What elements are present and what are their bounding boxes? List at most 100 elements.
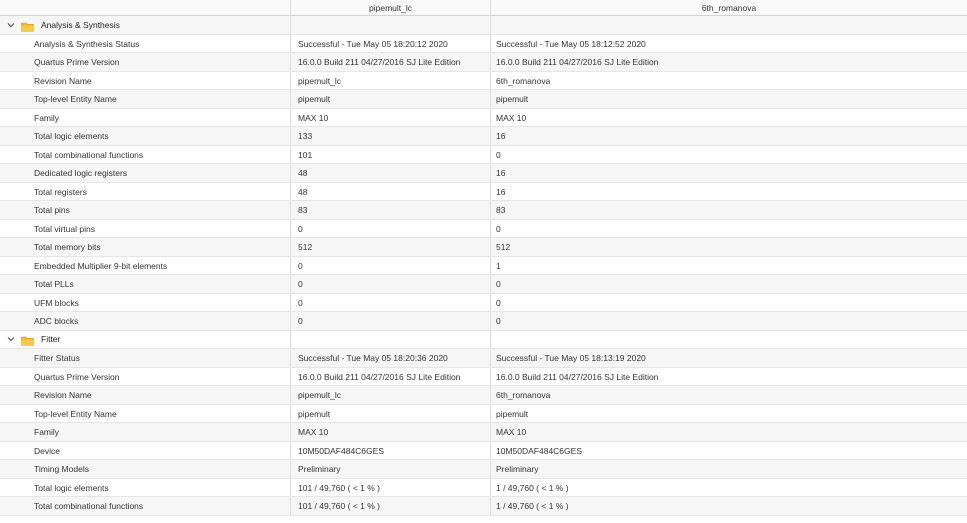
row-value-pipemult-lc: 0 bbox=[291, 293, 491, 311]
row-value-pipemult-lc: Successful - Tue May 05 18:20:36 2020 bbox=[291, 349, 491, 367]
table-row[interactable]: Analysis & Synthesis Status Successful - … bbox=[0, 34, 967, 53]
row-label: Total combinational functions bbox=[0, 497, 291, 515]
row-value-pipemult-lc: pipemult_lc bbox=[291, 386, 491, 404]
row-value-6th-romanova: Successful - Tue May 05 18:13:19 2020 bbox=[496, 353, 646, 363]
group-label-cell[interactable]: Analysis & Synthesis bbox=[0, 16, 291, 34]
table-row[interactable]: Top-level Entity Name pipemult pipemult bbox=[0, 404, 967, 423]
table-row[interactable]: Quartus Prime Version 16.0.0 Build 211 04… bbox=[0, 367, 967, 386]
row-value-6th-romanova: 0 bbox=[496, 279, 501, 289]
table-row[interactable]: Quartus Prime Version 16.0.0 Build 211 04… bbox=[0, 53, 967, 72]
row-value-6th-romanova: MAX 10 bbox=[496, 112, 527, 123]
row-value-pipemult-lc: pipemult bbox=[291, 404, 491, 422]
table-row[interactable]: Total pins 83 83 bbox=[0, 201, 967, 220]
table-row[interactable]: Embedded Multiplier 9-bit elements 0 1 bbox=[0, 256, 967, 275]
row-label: Total memory bits bbox=[0, 238, 291, 256]
row-value-pipemult-lc: pipemult_lc bbox=[291, 71, 491, 89]
group-row-fitter[interactable]: Fitter bbox=[0, 330, 967, 349]
column-header-6th-romanova[interactable]: 6th_romanova bbox=[701, 3, 757, 13]
row-label: Dedicated logic registers bbox=[0, 164, 291, 182]
row-label: Total logic elements bbox=[0, 478, 291, 496]
row-label: Total combinational functions bbox=[0, 145, 291, 163]
row-value-6th-romanova: Successful - Tue May 05 18:12:52 2020 bbox=[496, 38, 646, 49]
row-value-pipemult-lc: 16.0.0 Build 211 04/27/2016 SJ Lite Edit… bbox=[291, 53, 491, 71]
group-label: Fitter bbox=[41, 334, 61, 344]
row-value-pipemult-lc: MAX 10 bbox=[291, 108, 491, 126]
row-value-pipemult-lc: 0 bbox=[291, 275, 491, 293]
row-value-pipemult-lc: 0 bbox=[291, 256, 491, 274]
group-row-analysis-synthesis[interactable]: Analysis & Synthesis bbox=[0, 16, 967, 35]
row-value-pipemult-lc: Preliminary bbox=[291, 460, 491, 478]
table-row[interactable]: Family MAX 10 MAX 10 bbox=[0, 108, 967, 127]
row-value-6th-romanova: MAX 10 bbox=[496, 427, 527, 437]
row-value-6th-romanova: 0 bbox=[496, 316, 501, 326]
header-cell-empty[interactable] bbox=[0, 0, 291, 15]
column-header-pipemult-lc[interactable]: pipemult_lc bbox=[291, 0, 491, 15]
table-row[interactable]: Device 10M50DAF484C6GES 10M50DAF484C6GES bbox=[0, 441, 967, 460]
table-row[interactable]: Dedicated logic registers 48 16 bbox=[0, 164, 967, 183]
table-row[interactable]: Timing Models Preliminary Preliminary bbox=[0, 460, 967, 479]
row-value-pipemult-lc: 48 bbox=[291, 164, 491, 182]
table-row[interactable]: Total memory bits 512 512 bbox=[0, 238, 967, 257]
row-value-pipemult-lc: 10M50DAF484C6GES bbox=[291, 441, 491, 459]
row-label: Family bbox=[0, 423, 291, 441]
row-value-pipemult-lc: pipemult bbox=[291, 90, 491, 108]
row-label: Total registers bbox=[0, 182, 291, 200]
group-label: Analysis & Synthesis bbox=[41, 19, 120, 30]
group-cell-pipemult-lc bbox=[291, 16, 491, 34]
row-value-6th-romanova: 6th_romanova bbox=[496, 75, 551, 86]
table-row[interactable]: Revision Name pipemult_lc 6th_romanova bbox=[0, 71, 967, 90]
table-row[interactable]: ADC blocks 0 0 bbox=[0, 312, 967, 331]
table-row[interactable]: Total virtual pins 0 0 bbox=[0, 219, 967, 238]
row-label: Family bbox=[0, 108, 291, 126]
row-value-6th-romanova: 6th_romanova bbox=[496, 390, 551, 400]
row-value-6th-romanova: 1 / 49,760 ( < 1 % ) bbox=[496, 501, 569, 511]
row-value-6th-romanova: 0 bbox=[496, 223, 501, 234]
group-label-cell[interactable]: Fitter bbox=[0, 330, 291, 348]
chevron-down-icon[interactable] bbox=[6, 334, 16, 344]
table-row[interactable]: Total logic elements 133 16 bbox=[0, 127, 967, 146]
row-value-6th-romanova: pipemult bbox=[496, 408, 529, 419]
row-value-6th-romanova: 0 bbox=[496, 297, 501, 308]
table-row[interactable]: Total PLLs 0 0 bbox=[0, 275, 967, 294]
table-row[interactable]: Top-level Entity Name pipemult pipemult bbox=[0, 90, 967, 109]
row-label: Top-level Entity Name bbox=[0, 404, 291, 422]
row-label: Quartus Prime Version bbox=[0, 53, 291, 71]
row-value-6th-romanova: pipemult bbox=[496, 94, 529, 104]
folder-icon bbox=[21, 20, 34, 30]
row-value-pipemult-lc: 48 bbox=[291, 182, 491, 200]
row-label: Fitter Status bbox=[0, 349, 291, 367]
row-label: Analysis & Synthesis Status bbox=[0, 34, 291, 52]
row-value-6th-romanova: Preliminary bbox=[496, 464, 539, 474]
chevron-down-icon[interactable] bbox=[6, 20, 16, 30]
row-value-pipemult-lc: 16.0.0 Build 211 04/27/2016 SJ Lite Edit… bbox=[291, 367, 491, 385]
row-value-pipemult-lc: Successful - Tue May 05 18:20:12 2020 bbox=[291, 34, 491, 52]
row-value-6th-romanova: 1 bbox=[496, 260, 501, 271]
row-value-6th-romanova: 1 / 49,760 ( < 1 % ) bbox=[496, 482, 569, 493]
row-value-6th-romanova: 512 bbox=[496, 242, 511, 252]
table-row[interactable]: Total combinational functions 101 / 49,76… bbox=[0, 497, 967, 516]
row-label: UFM blocks bbox=[0, 293, 291, 311]
table-row[interactable]: Fitter Status Successful - Tue May 05 18:… bbox=[0, 349, 967, 368]
row-label: Revision Name bbox=[0, 386, 291, 404]
row-label: Top-level Entity Name bbox=[0, 90, 291, 108]
row-value-6th-romanova: 16 bbox=[496, 168, 506, 178]
group-cell-pipemult-lc bbox=[291, 330, 491, 348]
row-label: Embedded Multiplier 9-bit elements bbox=[0, 256, 291, 274]
table-row[interactable]: Family MAX 10 MAX 10 bbox=[0, 423, 967, 442]
row-label: Revision Name bbox=[0, 71, 291, 89]
table-row[interactable]: UFM blocks 0 0 bbox=[0, 293, 967, 312]
table-row[interactable]: Revision Name pipemult_lc 6th_romanova bbox=[0, 386, 967, 405]
row-label: Quartus Prime Version bbox=[0, 367, 291, 385]
row-label: Total logic elements bbox=[0, 127, 291, 145]
row-value-6th-romanova: 0 bbox=[496, 149, 501, 160]
row-value-pipemult-lc: 83 bbox=[291, 201, 491, 219]
row-label: ADC blocks bbox=[0, 312, 291, 330]
group-cell-6th-romanova bbox=[491, 331, 967, 349]
folder-icon bbox=[21, 334, 34, 344]
row-value-6th-romanova: 83 bbox=[496, 205, 506, 215]
table-row[interactable]: Total registers 48 16 bbox=[0, 182, 967, 201]
table-row[interactable]: Total combinational functions 101 0 bbox=[0, 145, 967, 164]
table-row[interactable]: Total logic elements 101 / 49,760 ( < 1 %… bbox=[0, 478, 967, 497]
row-label: Timing Models bbox=[0, 460, 291, 478]
